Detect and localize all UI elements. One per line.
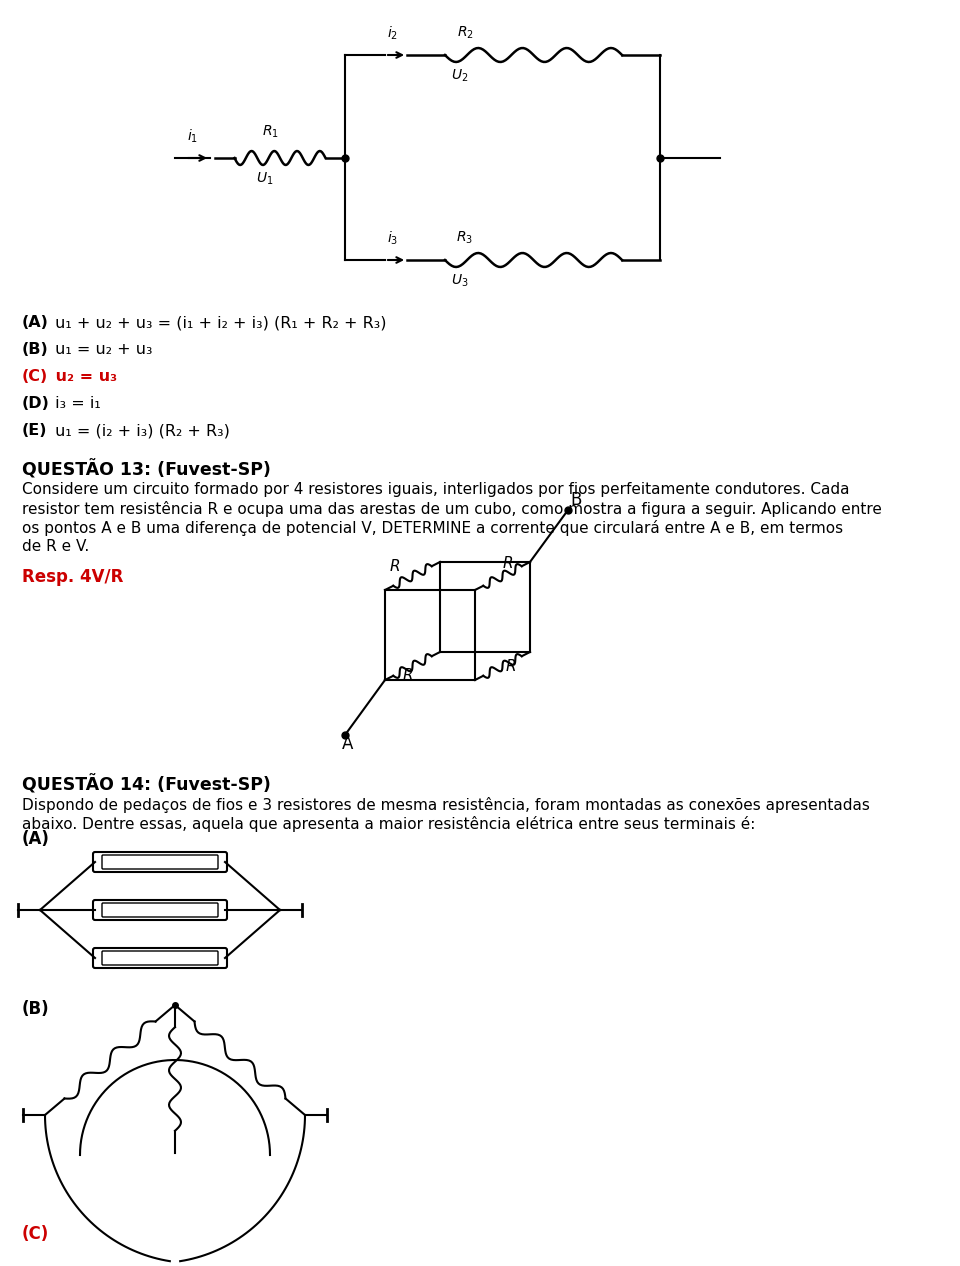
Text: i₃ = i₁: i₃ = i₁: [50, 396, 101, 411]
Text: QUESTÃO 14: (Fuvest-SP): QUESTÃO 14: (Fuvest-SP): [22, 775, 271, 795]
Text: $R_1$: $R_1$: [261, 124, 278, 141]
Text: $R_3$: $R_3$: [457, 230, 473, 247]
Text: $i_2$: $i_2$: [388, 25, 398, 42]
Text: (E): (E): [22, 423, 47, 438]
Text: $i_3$: $i_3$: [388, 230, 398, 247]
Text: (B): (B): [22, 342, 49, 357]
Text: Resp. 4V/R: Resp. 4V/R: [22, 568, 124, 586]
Text: u₁ = (i₂ + i₃) (R₂ + R₃): u₁ = (i₂ + i₃) (R₂ + R₃): [50, 423, 229, 438]
Text: $U_2$: $U_2$: [451, 68, 468, 85]
Text: (C): (C): [22, 1225, 49, 1243]
Text: resistor tem resistência R e ocupa uma das arestas de um cubo, como mostra a fig: resistor tem resistência R e ocupa uma d…: [22, 501, 882, 517]
Text: (A): (A): [22, 315, 49, 330]
FancyBboxPatch shape: [93, 900, 227, 920]
Text: de R e V.: de R e V.: [22, 539, 89, 555]
Text: $U_1$: $U_1$: [256, 171, 274, 187]
Text: u₂ = u₃: u₂ = u₃: [50, 368, 117, 384]
Text: A: A: [343, 736, 353, 753]
Text: Dispondo de pedaços de fios e 3 resistores de mesma resistência, foram montadas : Dispondo de pedaços de fios e 3 resistor…: [22, 798, 870, 813]
Text: R: R: [502, 556, 513, 571]
FancyBboxPatch shape: [102, 903, 218, 917]
FancyBboxPatch shape: [102, 855, 218, 868]
Text: abaixo. Dentre essas, aquela que apresenta a maior resistência elétrica entre se: abaixo. Dentre essas, aquela que apresen…: [22, 817, 756, 832]
Text: R: R: [389, 560, 399, 573]
Text: QUESTÃO 13: (Fuvest-SP): QUESTÃO 13: (Fuvest-SP): [22, 460, 271, 480]
Text: os pontos A e B uma diferença de potencial V, DETERMINE a corrente que circulará: os pontos A e B uma diferença de potenci…: [22, 520, 843, 536]
Text: (B): (B): [22, 1000, 50, 1018]
Text: B: B: [570, 491, 582, 509]
Text: (D): (D): [22, 396, 50, 411]
Text: $R_2$: $R_2$: [457, 25, 473, 42]
Text: u₁ = u₂ + u₃: u₁ = u₂ + u₃: [50, 342, 153, 357]
FancyBboxPatch shape: [102, 951, 218, 965]
Text: $i_1$: $i_1$: [187, 128, 199, 146]
FancyBboxPatch shape: [93, 948, 227, 968]
Text: R: R: [505, 660, 516, 674]
Text: (C): (C): [22, 368, 48, 384]
Text: R: R: [402, 668, 413, 682]
FancyBboxPatch shape: [93, 852, 227, 872]
Text: Considere um circuito formado por 4 resistores iguais, interligados por fios per: Considere um circuito formado por 4 resi…: [22, 482, 850, 498]
Text: u₁ + u₂ + u₃ = (i₁ + i₂ + i₃) (R₁ + R₂ + R₃): u₁ + u₂ + u₃ = (i₁ + i₂ + i₃) (R₁ + R₂ +…: [50, 315, 387, 330]
Text: $U_3$: $U_3$: [451, 273, 468, 290]
Text: (A): (A): [22, 830, 50, 848]
